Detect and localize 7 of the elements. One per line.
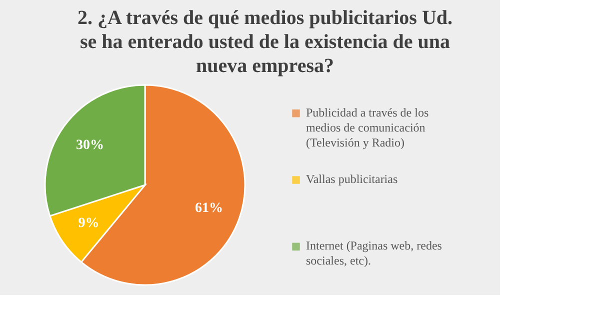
legend-label: Vallas publicitarias [306,172,398,186]
legend-label: Publicidad a través de los medios de comunicación (Televisión y Radio) [306,105,429,150]
data-label: 30% [76,138,104,154]
data-label: 61% [194,201,223,216]
chart-title: 2. ¿A través de qué medios publicitarios Ud. se ha enterado usted de la existencia de una nueva empresa? [77,7,453,77]
data-label: 9% [78,216,100,232]
legend-label: Internet (Paginas web, redes sociales, etc). [306,238,442,268]
